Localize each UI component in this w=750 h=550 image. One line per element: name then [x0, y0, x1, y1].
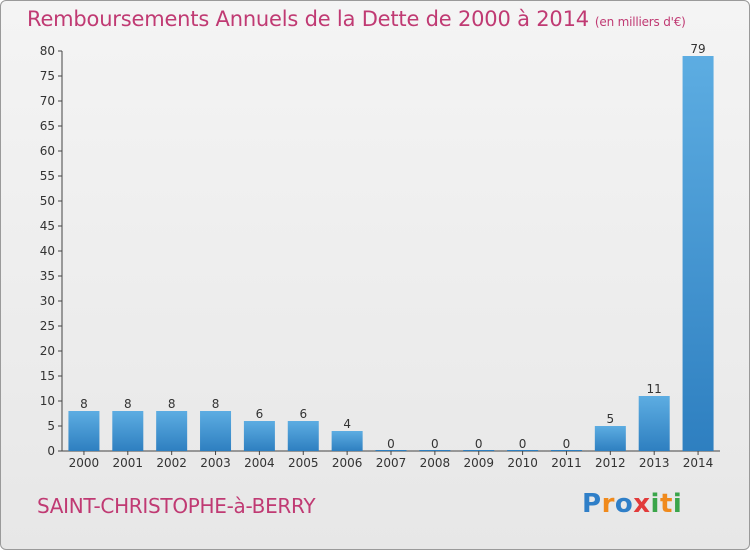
x-tick-label: 2003: [200, 456, 231, 470]
x-tick-label: 2005: [288, 456, 319, 470]
bar-value-label: 5: [607, 412, 615, 426]
bar-value-label: 0: [563, 437, 571, 451]
bar: [595, 426, 626, 451]
bar-value-label: 4: [343, 417, 351, 431]
logo-letter: x: [633, 489, 650, 519]
x-tick-label: 2012: [595, 456, 626, 470]
chart-bars: 8 8 8 8 6 6 4 0 0 0 0 0 5 11 79: [68, 42, 713, 451]
y-tick-label: 45: [40, 219, 55, 233]
bar: [200, 411, 231, 451]
bar: [244, 421, 275, 451]
bar: [156, 411, 187, 451]
y-tick-label: 75: [40, 69, 55, 83]
bar-value-label: 8: [212, 397, 220, 411]
x-tick-label: 2001: [113, 456, 144, 470]
logo-letter: P: [582, 489, 602, 519]
x-tick-label: 2006: [332, 456, 363, 470]
y-tick-label: 0: [47, 444, 55, 458]
logo-letter: r: [602, 489, 615, 519]
y-tick-label: 55: [40, 169, 55, 183]
bar-value-label: 6: [299, 407, 307, 421]
bar-value-label: 8: [124, 397, 132, 411]
y-tick-label: 5: [47, 419, 55, 433]
bar-value-label: 6: [256, 407, 264, 421]
x-tick-label: 2014: [683, 456, 714, 470]
y-tick-label: 80: [40, 44, 55, 58]
commune-name: SAINT-CHRISTOPHE-à-BERRY: [37, 494, 315, 518]
bar-value-label: 8: [80, 397, 88, 411]
y-tick-label: 35: [40, 269, 55, 283]
bar-value-label: 8: [168, 397, 176, 411]
bar: [68, 411, 99, 451]
bar: [288, 421, 319, 451]
x-tick-label: 2010: [507, 456, 538, 470]
bar: [639, 396, 670, 451]
x-tick-label: 2011: [551, 456, 582, 470]
bar: [332, 431, 363, 451]
x-tick-label: 2004: [244, 456, 275, 470]
x-tick-label: 2013: [639, 456, 670, 470]
logo-letter: i: [673, 489, 682, 519]
bar: [683, 56, 714, 451]
bar-value-label: 79: [690, 42, 705, 56]
x-tick-label: 2008: [420, 456, 451, 470]
y-tick-label: 60: [40, 144, 55, 158]
logo-letter: t: [660, 489, 673, 519]
logo-letter: o: [615, 489, 633, 519]
bar-value-label: 0: [475, 437, 483, 451]
x-tick-label: 2007: [376, 456, 407, 470]
y-tick-label: 20: [40, 344, 55, 358]
bar-value-label: 11: [647, 382, 662, 396]
logo-letter: i: [651, 489, 660, 519]
x-tick-label: 2000: [69, 456, 100, 470]
y-tick-label: 40: [40, 244, 55, 258]
y-tick-label: 25: [40, 319, 55, 333]
y-tick-label: 10: [40, 394, 55, 408]
bar-value-label: 0: [387, 437, 395, 451]
x-tick-label: 2002: [156, 456, 187, 470]
y-tick-label: 15: [40, 369, 55, 383]
bar: [112, 411, 143, 451]
y-tick-label: 65: [40, 119, 55, 133]
bar-value-label: 0: [519, 437, 527, 451]
y-tick-label: 50: [40, 194, 55, 208]
proxiti-logo: Proxiti: [582, 489, 682, 519]
y-tick-label: 30: [40, 294, 55, 308]
y-tick-label: 70: [40, 94, 55, 108]
x-tick-label: 2009: [463, 456, 494, 470]
bar-value-label: 0: [431, 437, 439, 451]
